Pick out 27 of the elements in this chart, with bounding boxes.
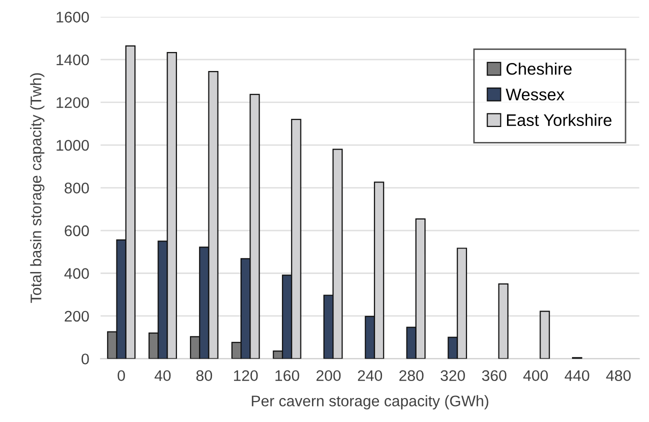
x-tick-label: 280 xyxy=(399,370,424,382)
x-tick-label: 40 xyxy=(154,370,171,382)
y-tick-label: 1400 xyxy=(56,54,89,66)
legend-label: East Yorkshire xyxy=(507,114,612,126)
legend-label: Cheshire xyxy=(506,62,572,75)
y-tick-label: 1600 xyxy=(56,12,89,23)
x-tick-label: 400 xyxy=(523,370,548,382)
x-tick-label: 320 xyxy=(440,370,465,382)
y-axis-title: Total basin storage capacity (Twh) xyxy=(30,73,44,303)
y-tick-label: 600 xyxy=(64,225,89,236)
y-tick-label: 400 xyxy=(64,268,89,279)
x-tick-label: 0 xyxy=(118,370,125,382)
x-tick-label: 240 xyxy=(358,370,382,382)
x-tick-label: 120 xyxy=(234,370,258,382)
x-axis-title: Per cavern storage capacity (GWh) xyxy=(252,395,488,410)
x-tick-label: 360 xyxy=(482,370,506,382)
y-tick-label: 200 xyxy=(64,310,89,322)
y-tick-label: 0 xyxy=(82,354,89,364)
x-tick-label: 160 xyxy=(275,370,300,382)
x-tick-label: 440 xyxy=(564,370,590,382)
x-tick-label: 80 xyxy=(196,370,212,382)
legend-label: Wessex xyxy=(506,88,564,100)
y-tick-label: 800 xyxy=(64,182,89,194)
y-tick-label: 1000 xyxy=(56,140,89,151)
x-tick-label: 200 xyxy=(316,370,341,382)
x-tick-label: 480 xyxy=(606,370,631,382)
y-tick-label: 1200 xyxy=(56,97,89,108)
